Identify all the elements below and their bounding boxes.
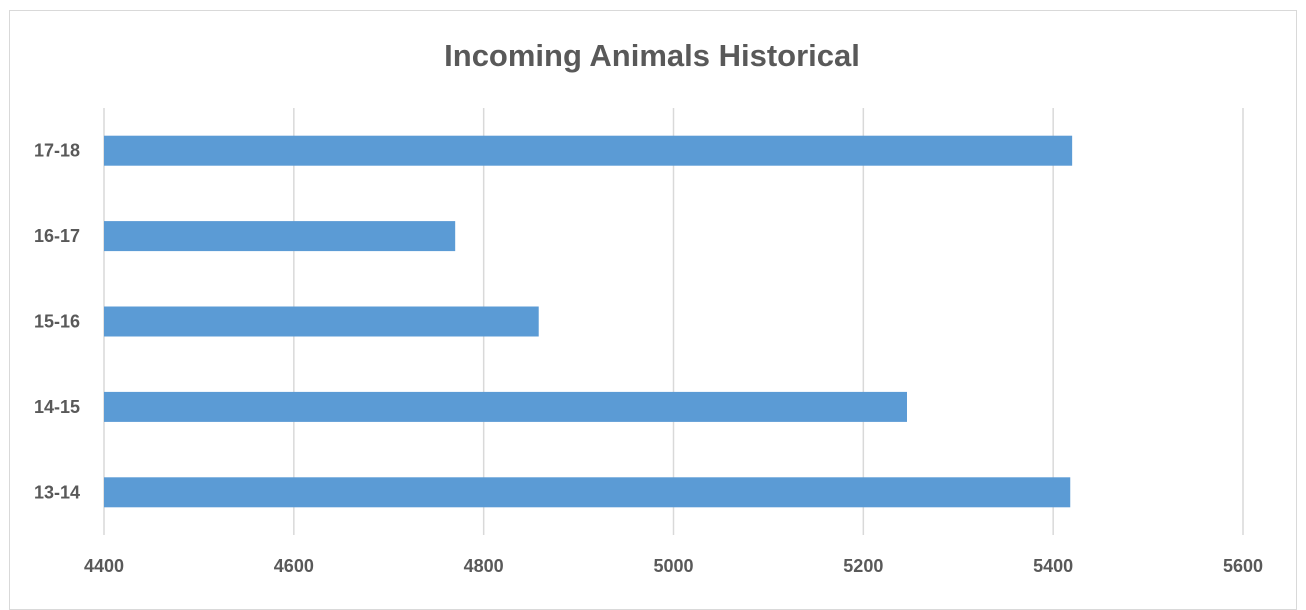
x-tick-label: 4600 — [274, 556, 314, 576]
x-tick-label: 5400 — [1033, 556, 1073, 576]
gridlines — [103, 108, 1244, 535]
x-tick-label: 5200 — [843, 556, 883, 576]
bar-13-14 — [104, 477, 1071, 508]
bar-14-15 — [104, 391, 907, 422]
bar-17-18 — [104, 135, 1073, 166]
bar-chart: Incoming Animals Historical 13-14 14-15 15… — [34, 38, 1263, 576]
y-axis-labels: 13-14 14-15 15-16 16-17 17-18 — [34, 141, 80, 503]
x-tick-label: 5600 — [1223, 556, 1263, 576]
y-tick-label: 14-15 — [34, 397, 80, 417]
x-tick-label: 5000 — [653, 556, 693, 576]
bar-15-16 — [104, 306, 539, 337]
x-tick-label: 4400 — [84, 556, 124, 576]
y-tick-label: 15-16 — [34, 312, 80, 332]
bars — [104, 135, 1073, 508]
y-tick-label: 17-18 — [34, 141, 80, 161]
x-tick-label: 4800 — [464, 556, 504, 576]
x-axis-labels: 4400 4600 4800 5000 5200 5400 5600 — [84, 556, 1263, 576]
y-tick-label: 13-14 — [34, 482, 80, 502]
chart-title: Incoming Animals Historical — [444, 38, 860, 73]
y-tick-label: 16-17 — [34, 226, 80, 246]
bar-16-17 — [104, 221, 456, 252]
